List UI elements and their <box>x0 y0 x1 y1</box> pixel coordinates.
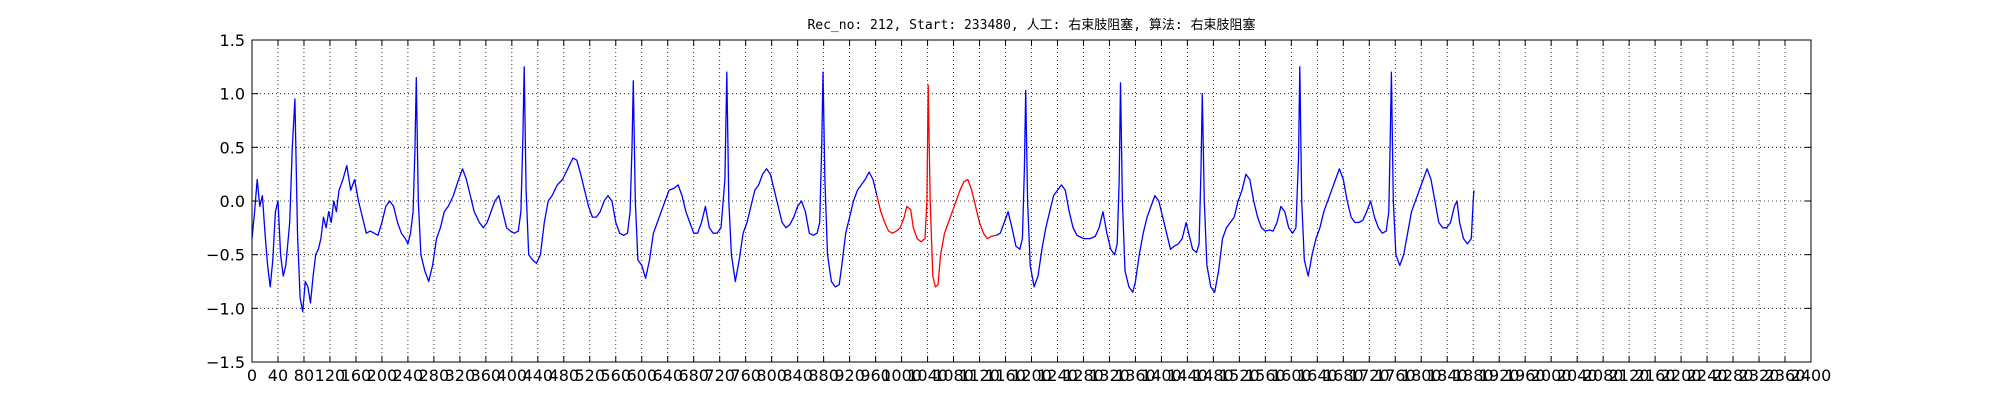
x-tick-label: 0 <box>247 366 257 385</box>
y-tick-label: −0.5 <box>206 246 245 265</box>
y-tick-label: 0.5 <box>220 138 245 157</box>
ecg-series-line-0 <box>252 67 877 312</box>
ticks: 0 40 80 12016020024028032036040044048052056… <box>206 31 1831 385</box>
grid <box>252 40 1811 362</box>
y-tick-label: 1.5 <box>220 31 245 50</box>
x-tick-label: 2400 <box>1791 366 1832 385</box>
y-tick-label: −1.5 <box>206 353 245 372</box>
y-tick-label: 0.0 <box>220 192 245 211</box>
x-tick-label: 80 <box>294 366 314 385</box>
y-tick-label: 1.0 <box>220 85 245 104</box>
y-tick-label: −1.0 <box>206 299 245 318</box>
chart-title: Rec_no: 212, Start: 233480, 人工: 右束肢阻塞, 算… <box>807 17 1255 33</box>
series-layer <box>252 67 1474 312</box>
x-tick-label: 40 <box>268 366 288 385</box>
ecg-series-line-1 <box>877 85 997 287</box>
ecg-series-line-2 <box>996 67 1474 292</box>
